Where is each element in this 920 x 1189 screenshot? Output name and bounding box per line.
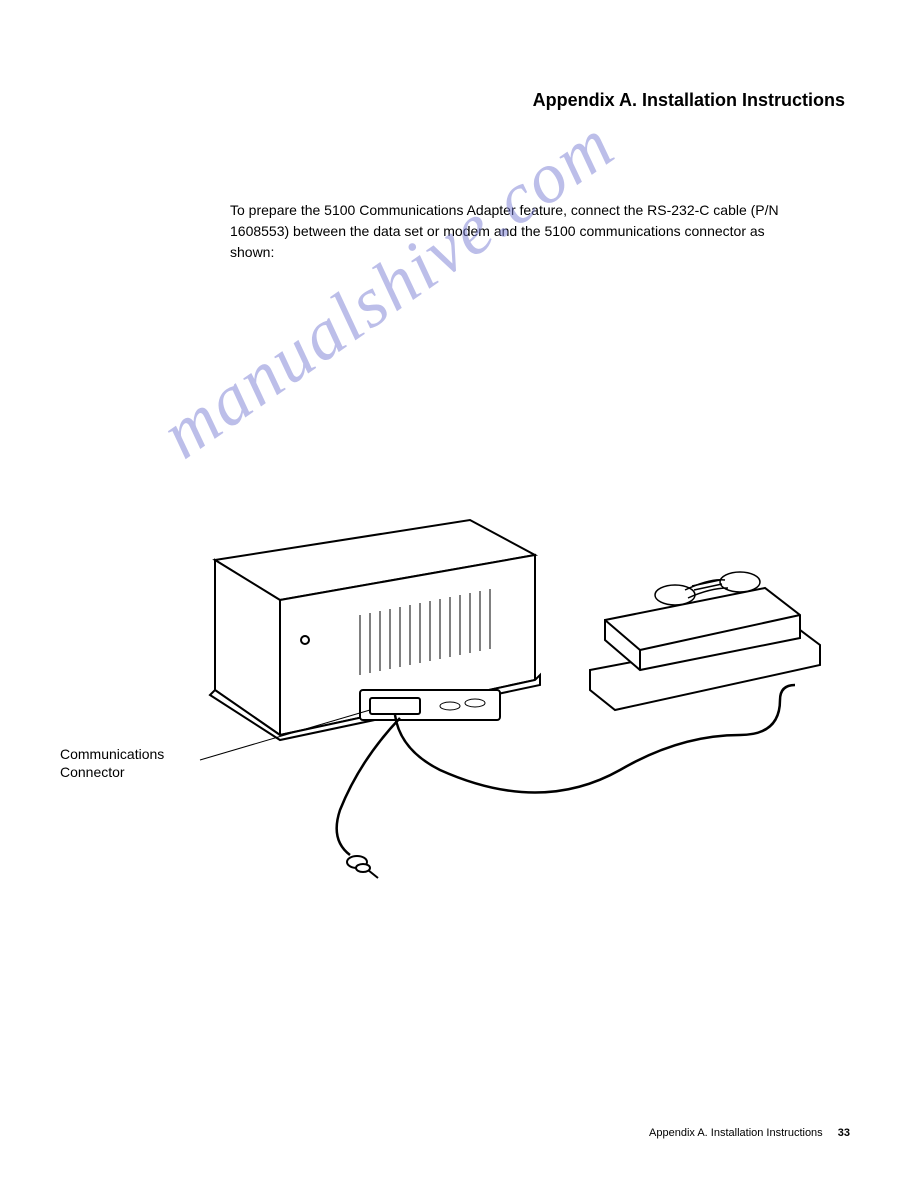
diagram-svg bbox=[60, 340, 850, 920]
body-text: To prepare the 5100 Communications Adapt… bbox=[230, 200, 780, 263]
modem-unit bbox=[590, 572, 820, 710]
computer-unit bbox=[210, 520, 540, 740]
footer-page-number: 33 bbox=[838, 1127, 850, 1139]
footer-text: Appendix A. Installation Instructions bbox=[649, 1127, 823, 1139]
installation-diagram bbox=[60, 340, 850, 920]
connector-label-line2: Connector bbox=[60, 763, 164, 781]
page-title: Appendix A. Installation Instructions bbox=[533, 90, 845, 111]
connector-label: Communications Connector bbox=[60, 745, 164, 781]
page-footer: Appendix A. Installation Instructions 33 bbox=[649, 1127, 850, 1139]
connector-label-line1: Communications bbox=[60, 745, 164, 763]
